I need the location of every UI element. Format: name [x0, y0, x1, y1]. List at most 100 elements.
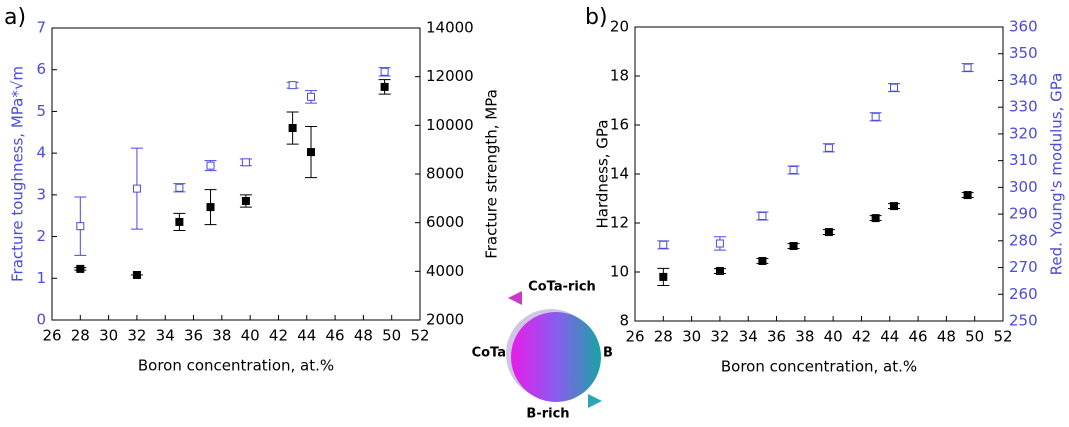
x-tick-label: 42 — [269, 327, 288, 345]
data-point — [758, 211, 767, 220]
x-tick-label: 48 — [937, 328, 956, 346]
x-tick-label: 40 — [824, 328, 843, 346]
y-tick-label: 7 — [36, 19, 46, 37]
diagram-label: B — [603, 346, 613, 361]
data-point — [963, 191, 972, 200]
x-tick-label: 34 — [739, 328, 758, 346]
x-tick-label: 48 — [354, 327, 373, 345]
data-point — [241, 158, 250, 167]
y-tick-label: 2 — [36, 227, 46, 245]
x-tick-label: 26 — [42, 327, 61, 345]
y-tick-label: 14 — [610, 165, 629, 183]
x-tick-label: 30 — [99, 327, 118, 345]
arrow-head — [508, 291, 522, 305]
y2-tick-label: 2000 — [426, 311, 464, 329]
data-point — [132, 184, 141, 193]
data-point — [76, 222, 85, 231]
x-tick-label: 42 — [852, 328, 871, 346]
x-tick-label: 46 — [326, 327, 345, 345]
y-tick-label: 1 — [36, 269, 46, 287]
data-point — [659, 272, 668, 281]
y2-tick-label: 260 — [1009, 285, 1038, 303]
data-point — [175, 217, 184, 226]
y2-tick-label: 12000 — [426, 67, 474, 85]
y2-tick-label: 10000 — [426, 116, 474, 134]
y2-axis-title: Red. Young's modulus, GPa — [1048, 73, 1066, 276]
x-tick-label: 38 — [212, 327, 231, 345]
y2-tick-label: 14000 — [426, 19, 474, 37]
data-point — [871, 112, 880, 121]
y-axis-title: Hardness, GPa — [594, 120, 612, 229]
data-point — [659, 240, 668, 249]
y2-tick-label: 360 — [1009, 18, 1038, 36]
diagram-label: CoTa — [472, 346, 506, 361]
diagram: CoTa-rich CoTa B B-rich — [472, 280, 613, 422]
x-tick-label: 44 — [880, 328, 899, 346]
y-tick-label: 4 — [36, 144, 46, 162]
data-point — [175, 183, 184, 192]
y2-tick-label: 8000 — [426, 165, 464, 183]
y2-tick-label: 290 — [1009, 205, 1038, 223]
y2-tick-label: 320 — [1009, 124, 1038, 142]
plot-frame — [634, 26, 1004, 322]
data-point — [206, 161, 215, 170]
data-point — [380, 82, 389, 91]
data-point — [890, 202, 899, 211]
x-tick-label: 52 — [410, 327, 429, 345]
y-tick-label: 8 — [619, 312, 629, 330]
data-point — [76, 264, 85, 273]
x-tick-label: 40 — [241, 327, 260, 345]
y2-tick-label: 330 — [1009, 98, 1038, 116]
y-tick-label: 6 — [36, 60, 46, 78]
data-point — [758, 256, 767, 265]
data-point — [890, 83, 899, 92]
y2-tick-label: 340 — [1009, 71, 1038, 89]
data-point — [824, 143, 833, 152]
x-tick-label: 36 — [184, 327, 203, 345]
data-point — [288, 81, 297, 90]
y-tick-label: 10 — [610, 263, 629, 281]
data-point — [963, 63, 972, 72]
data-point — [789, 242, 798, 251]
diagram-label: CoTa-rich — [528, 280, 596, 295]
data-point — [789, 165, 798, 174]
y2-tick-label: 270 — [1009, 258, 1038, 276]
y2-tick-label: 250 — [1009, 312, 1038, 330]
x-tick-label: 46 — [909, 328, 928, 346]
data-point — [288, 124, 297, 133]
data-point — [132, 270, 141, 279]
x-tick-label: 36 — [767, 328, 786, 346]
y2-tick-label: 310 — [1009, 151, 1038, 169]
x-tick-label: 50 — [965, 328, 984, 346]
data-point — [715, 267, 724, 276]
x-tick-label: 38 — [795, 328, 814, 346]
x-tick-label: 32 — [127, 327, 146, 345]
x-tick-label: 30 — [682, 328, 701, 346]
plot-frame — [51, 27, 421, 321]
y2-tick-label: 6000 — [426, 213, 464, 231]
x-tick-label: 28 — [71, 327, 90, 345]
data-point — [241, 197, 250, 206]
data-point — [871, 214, 880, 223]
y-tick-label: 5 — [36, 102, 46, 120]
y-tick-label: 18 — [610, 67, 629, 85]
data-point — [380, 67, 389, 76]
x-tick-label: 32 — [710, 328, 729, 346]
y2-tick-label: 4000 — [426, 262, 464, 280]
composition-circle — [511, 312, 601, 402]
y2-tick-label: 300 — [1009, 178, 1038, 196]
y-tick-label: 16 — [610, 116, 629, 134]
y-tick-label: 3 — [36, 185, 46, 203]
arrow-head — [588, 394, 602, 408]
x-tick-label: 26 — [625, 328, 644, 346]
x-tick-label: 52 — [993, 328, 1012, 346]
y2-tick-label: 280 — [1009, 231, 1038, 249]
x-axis-title: Boron concentration, at.% — [138, 357, 334, 375]
y-tick-label: 12 — [610, 214, 629, 232]
data-point — [715, 239, 724, 248]
x-tick-label: 50 — [382, 327, 401, 345]
y-axis-title: Fracture toughness, MPa*√m — [9, 66, 27, 282]
y-tick-label: 20 — [610, 18, 629, 36]
x-axis-title: Boron concentration, at.% — [721, 358, 917, 376]
